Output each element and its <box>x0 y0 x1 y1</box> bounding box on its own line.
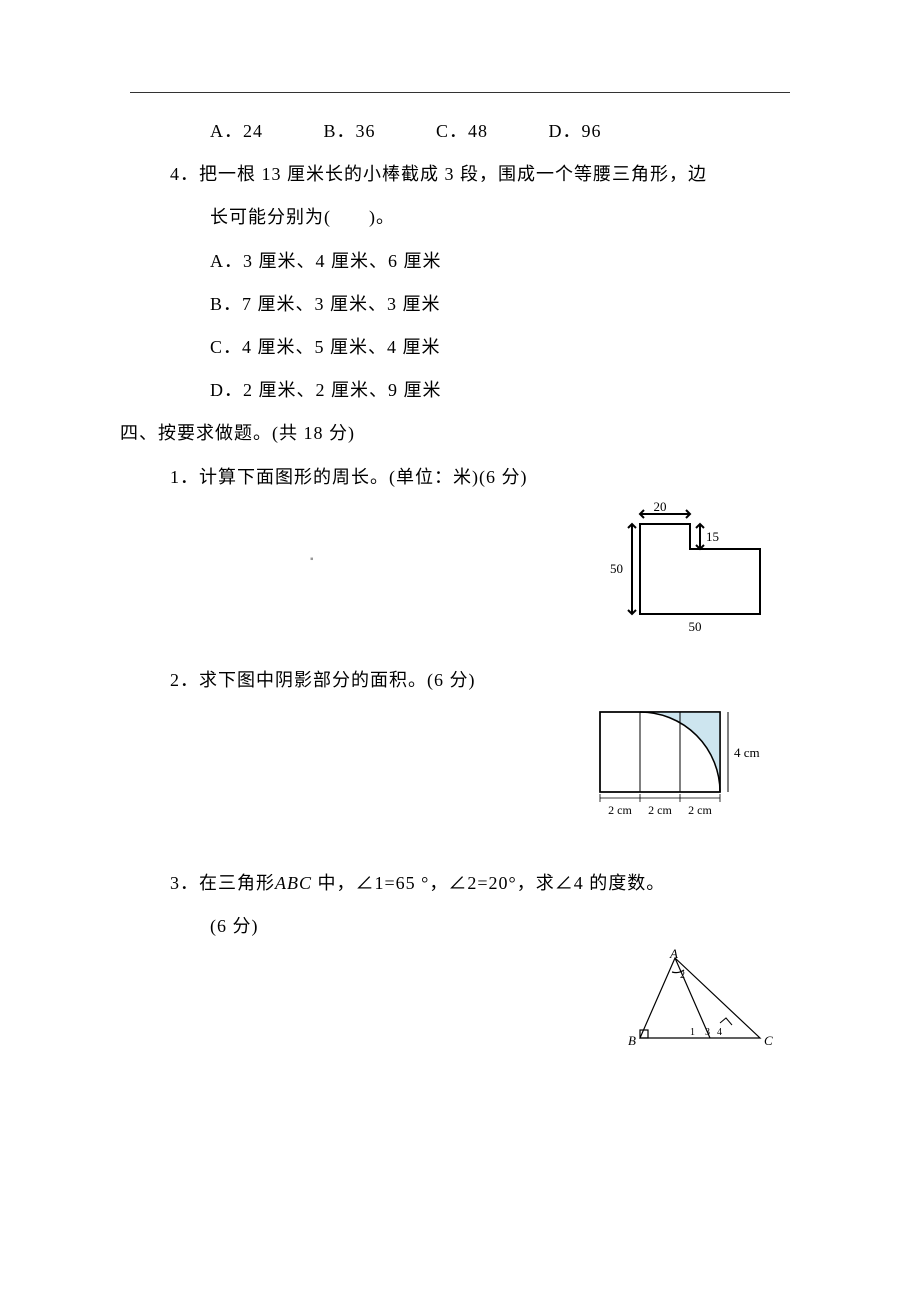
section4-q3-line2: (6 分) <box>120 905 800 948</box>
fig3-angle2: 2 <box>680 970 685 981</box>
fig2-seg3: 2 cm <box>688 803 712 817</box>
figure3: A B C 2 1 3 4 <box>620 948 780 1074</box>
q4-option-b: B．7 厘米、3 厘米、3 厘米 <box>120 283 800 326</box>
choice-d: D．96 <box>549 110 602 153</box>
q4-option-c: C．4 厘米、5 厘米、4 厘米 <box>120 326 800 369</box>
fig1-top-label: 20 <box>654 499 667 514</box>
q3-suffix: 中，∠1=65 °，∠2=20°，求∠4 的度数。 <box>312 873 665 893</box>
choice-b: B．36 <box>324 110 376 153</box>
fig2-seg1: 2 cm <box>608 803 632 817</box>
figure2: 4 cm 2 cm 2 cm 2 cm <box>580 702 780 848</box>
q3-prefix: 3．在三角形 <box>170 873 275 893</box>
fig1-bottom-label: 50 <box>689 619 702 634</box>
fig1-left-label: 50 <box>610 561 623 576</box>
fig3-label-c: C <box>764 1033 773 1048</box>
center-mark: ▪ <box>310 548 314 572</box>
q4-option-d: D．2 厘米、2 厘米、9 厘米 <box>120 369 800 412</box>
q3-abc: ABC <box>275 873 312 893</box>
section4-q3-line1: 3．在三角形ABC 中，∠1=65 °，∠2=20°，求∠4 的度数。 <box>120 862 800 905</box>
fig3-label-a: A <box>669 948 678 961</box>
figure2-wrap: 4 cm 2 cm 2 cm 2 cm <box>120 702 800 862</box>
section4-q2: 2．求下图中阴影部分的面积。(6 分) <box>120 659 800 702</box>
fig2-seg2: 2 cm <box>648 803 672 817</box>
fig3-angle1: 1 <box>690 1027 695 1038</box>
choice-c: C．48 <box>436 110 488 153</box>
page-content: A．24 B．36 C．48 D．96 4．把一根 13 厘米长的小棒截成 3 … <box>120 110 800 1068</box>
fig2-right-label: 4 cm <box>734 745 760 760</box>
q4-stem-line1: 4．把一根 13 厘米长的小棒截成 3 段，围成一个等腰三角形，边 <box>120 153 800 196</box>
q3-choices: A．24 B．36 C．48 D．96 <box>120 110 800 153</box>
section4-q1: 1．计算下面图形的周长。(单位：米)(6 分) <box>120 456 800 499</box>
figure1-wrap: 20 15 50 50 <box>120 499 800 659</box>
fig3-angle3: 3 <box>705 1027 710 1038</box>
figure1: 20 15 50 50 <box>630 499 780 655</box>
choice-a: A．24 <box>210 110 263 153</box>
figure3-wrap: A B C 2 1 3 4 <box>120 948 800 1068</box>
header-rule <box>130 92 790 93</box>
q4-stem-line2: 长可能分别为( )。 <box>120 196 800 239</box>
fig3-label-b: B <box>628 1033 636 1048</box>
fig1-right-label: 15 <box>706 529 719 544</box>
section4-heading: 四、按要求做题。(共 18 分) <box>120 412 800 455</box>
fig3-angle4: 4 <box>717 1027 722 1038</box>
q4-option-a: A．3 厘米、4 厘米、6 厘米 <box>120 240 800 283</box>
